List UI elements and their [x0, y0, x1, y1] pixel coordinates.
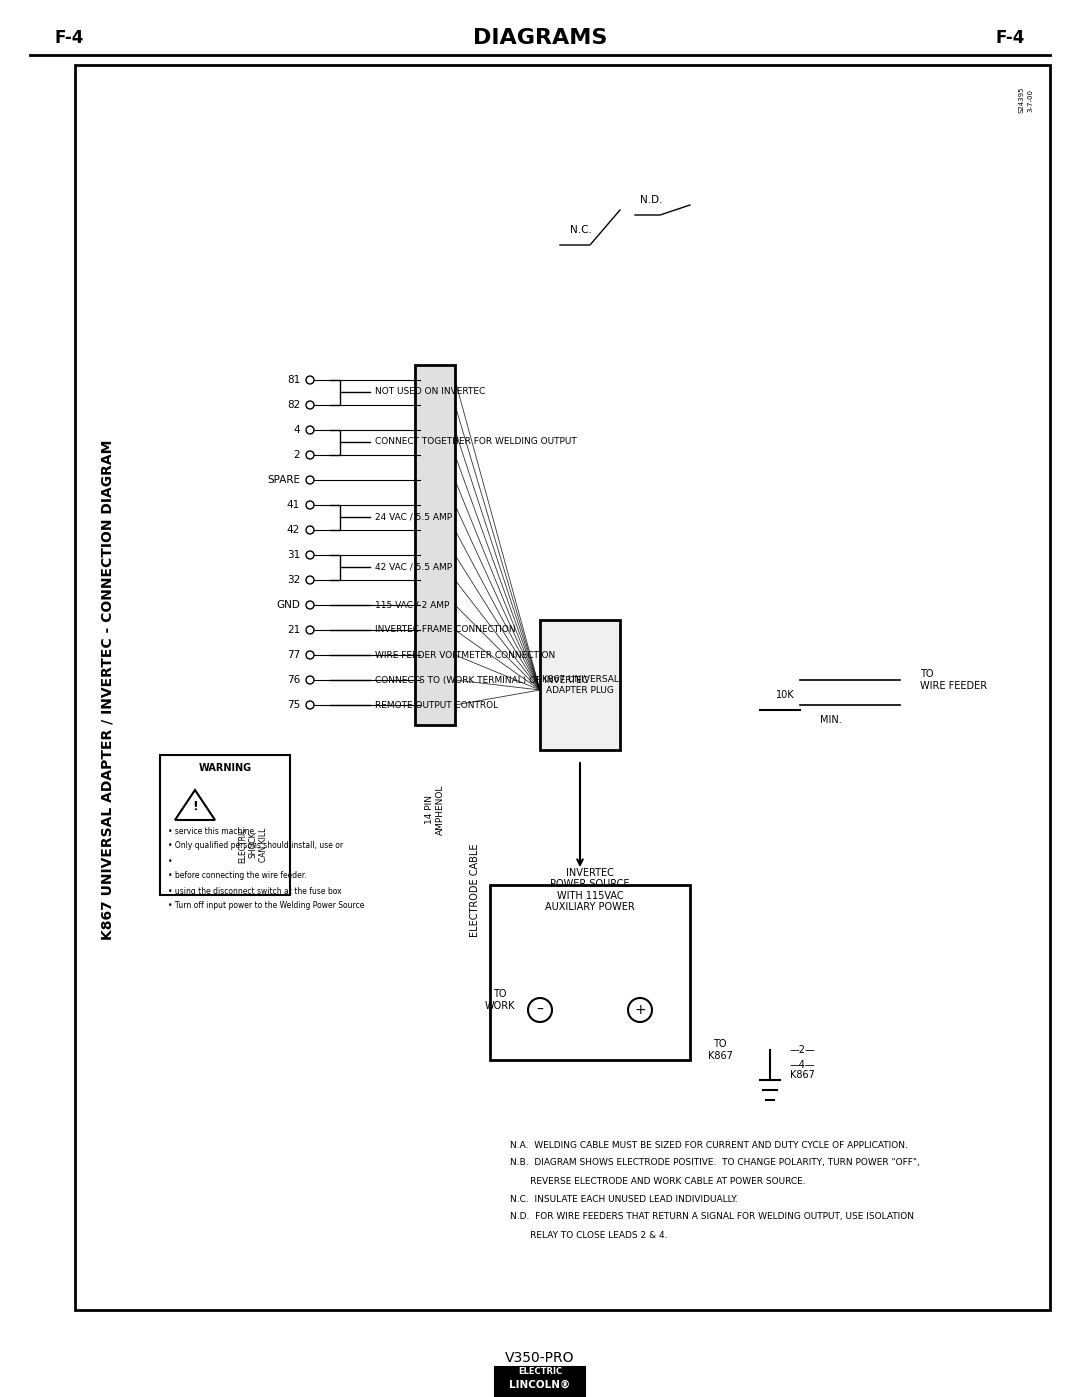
- Text: +: +: [634, 1003, 646, 1017]
- Text: SPARE: SPARE: [267, 475, 300, 485]
- Text: ELECTRIC
SHOCK
CAN KILL: ELECTRIC SHOCK CAN KILL: [238, 827, 268, 863]
- Bar: [540, 620, 620, 750]
- Text: • before connecting the wire feeder.: • before connecting the wire feeder.: [168, 872, 307, 880]
- Text: ELECTRODE CABLE: ELECTRODE CABLE: [470, 844, 480, 937]
- Text: TO
WORK: TO WORK: [485, 989, 515, 1011]
- Text: —2—: —2—: [789, 1045, 815, 1055]
- Text: N.D.  FOR WIRE FEEDERS THAT RETURN A SIGNAL FOR WELDING OUTPUT, USE ISOLATION: N.D. FOR WIRE FEEDERS THAT RETURN A SIGN…: [510, 1213, 914, 1221]
- Text: –: –: [537, 1003, 543, 1017]
- Text: 82: 82: [287, 400, 300, 409]
- Text: CONNECTS TO (WORK TERMINAL) OF INVERTEC: CONNECTS TO (WORK TERMINAL) OF INVERTEC: [375, 676, 589, 685]
- Text: • using the disconnect switch at the fuse box: • using the disconnect switch at the fus…: [168, 887, 341, 895]
- Bar: [490, 886, 690, 1060]
- Text: 4: 4: [294, 425, 300, 434]
- Bar: [160, 754, 291, 895]
- Text: N.D.: N.D.: [640, 196, 662, 205]
- Text: DIAGRAMS: DIAGRAMS: [473, 28, 607, 47]
- Text: 24 VAC / 5.5 AMP: 24 VAC / 5.5 AMP: [375, 513, 453, 521]
- Text: WARNING: WARNING: [199, 763, 252, 773]
- Text: 31: 31: [287, 550, 300, 560]
- Text: 3-7-00: 3-7-00: [1027, 88, 1032, 112]
- Text: F-4: F-4: [996, 29, 1025, 47]
- Text: CONNECT TOGETHER FOR WELDING OUTPUT: CONNECT TOGETHER FOR WELDING OUTPUT: [375, 437, 577, 447]
- Text: 75: 75: [287, 700, 300, 710]
- Text: K867: K867: [789, 1070, 815, 1080]
- Text: 115 VAC / 2 AMP: 115 VAC / 2 AMP: [375, 601, 449, 609]
- Text: • Turn off input power to the Welding Power Source: • Turn off input power to the Welding Po…: [168, 901, 364, 911]
- Text: 2: 2: [294, 450, 300, 460]
- Text: N.B.  DIAGRAM SHOWS ELECTRODE POSITIVE.  TO CHANGE POLARITY, TURN POWER "OFF",: N.B. DIAGRAM SHOWS ELECTRODE POSITIVE. T…: [510, 1158, 920, 1168]
- Text: WIRE FEEDER VOLTMETER CONNECTION: WIRE FEEDER VOLTMETER CONNECTION: [375, 651, 555, 659]
- Text: —4—: —4—: [789, 1060, 815, 1070]
- Text: LINCOLN®: LINCOLN®: [510, 1380, 570, 1390]
- Text: 42 VAC / 5.5 AMP: 42 VAC / 5.5 AMP: [375, 563, 453, 571]
- Text: 42: 42: [287, 525, 300, 535]
- Text: •: •: [168, 856, 175, 866]
- Bar: [415, 365, 455, 725]
- Text: RELAY TO CLOSE LEADS 2 & 4.: RELAY TO CLOSE LEADS 2 & 4.: [510, 1231, 667, 1239]
- Text: • service this machine.: • service this machine.: [168, 827, 257, 835]
- Text: !: !: [192, 800, 198, 813]
- Text: S24395: S24395: [1020, 87, 1025, 113]
- Text: TO
WIRE FEEDER: TO WIRE FEEDER: [920, 669, 987, 690]
- Text: 21: 21: [287, 624, 300, 636]
- Text: REMOTE OUTPUT CONTROL: REMOTE OUTPUT CONTROL: [375, 700, 498, 710]
- Text: GND: GND: [276, 599, 300, 610]
- Text: K867 UNIVERSAL ADAPTER / INVERTEC - CONNECTION DIAGRAM: K867 UNIVERSAL ADAPTER / INVERTEC - CONN…: [102, 440, 114, 940]
- Text: MIN.: MIN.: [820, 715, 841, 725]
- Text: INVERTEC
POWER SOURCE
WITH 115VAC
AUXILIARY POWER: INVERTEC POWER SOURCE WITH 115VAC AUXILI…: [545, 868, 635, 912]
- Text: 32: 32: [287, 576, 300, 585]
- Text: REVERSE ELECTRODE AND WORK CABLE AT POWER SOURCE.: REVERSE ELECTRODE AND WORK CABLE AT POWE…: [510, 1176, 806, 1186]
- Text: N.A.  WELDING CABLE MUST BE SIZED FOR CURRENT AND DUTY CYCLE OF APPLICATION.: N.A. WELDING CABLE MUST BE SIZED FOR CUR…: [510, 1140, 908, 1150]
- Text: 81: 81: [287, 374, 300, 386]
- Text: K867 UNIVERSAL
ADAPTER PLUG: K867 UNIVERSAL ADAPTER PLUG: [541, 675, 619, 694]
- Bar: [495, 1368, 585, 1397]
- Text: 77: 77: [287, 650, 300, 659]
- Text: N.C.: N.C.: [570, 225, 592, 235]
- Text: V350-PRO: V350-PRO: [505, 1351, 575, 1365]
- Text: NOT USED ON INVERTEC: NOT USED ON INVERTEC: [375, 387, 485, 397]
- Text: 76: 76: [287, 675, 300, 685]
- Text: F-4: F-4: [55, 29, 84, 47]
- Text: • Only qualified persons should install, use or: • Only qualified persons should install,…: [168, 841, 343, 851]
- Bar: [497, 1383, 583, 1396]
- Bar: [75, 66, 1050, 1310]
- Text: TO
K867: TO K867: [707, 1039, 732, 1060]
- Text: ELECTRIC: ELECTRIC: [518, 1368, 562, 1376]
- Text: INVERTEC FRAME CONNECTION: INVERTEC FRAME CONNECTION: [375, 626, 515, 634]
- Text: 41: 41: [287, 500, 300, 510]
- Text: 10K: 10K: [775, 690, 794, 700]
- Text: 14 PIN
AMPHENOL: 14 PIN AMPHENOL: [426, 785, 445, 835]
- Text: N.C.  INSULATE EACH UNUSED LEAD INDIVIDUALLY.: N.C. INSULATE EACH UNUSED LEAD INDIVIDUA…: [510, 1194, 738, 1203]
